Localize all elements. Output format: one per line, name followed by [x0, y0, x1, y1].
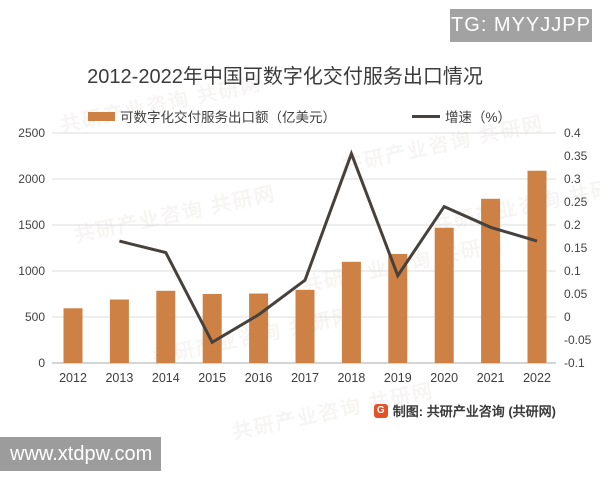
bar-2012 — [63, 308, 83, 363]
right-tick-0.1: 0.1 — [564, 264, 581, 278]
right-tick-0: 0 — [564, 310, 571, 324]
legend-item-growth: 增速（%） — [412, 106, 511, 126]
x-axis-labels: 2012 2013 2014 2015 2016 2017 2018 2019 2020 2021… — [59, 371, 551, 385]
chart-legend: 可数字化交付服务出口额（亿美元） 增速（%） — [0, 106, 600, 126]
right-tick--0.05: -0.05 — [564, 333, 592, 347]
left-axis-ticks: 2500 2000 1500 1000 500 0 — [18, 126, 45, 370]
x-label-2021: 2021 — [477, 371, 505, 385]
x-label-2016: 2016 — [245, 371, 273, 385]
left-tick-1000: 1000 — [18, 264, 45, 278]
legend-item-exports: 可数字化交付服务出口额（亿美元） — [88, 106, 336, 126]
bar-2022 — [527, 170, 547, 363]
bar-2014 — [156, 290, 176, 363]
line-series-swatch — [412, 114, 440, 118]
bar-2013 — [109, 299, 129, 363]
x-label-2017: 2017 — [291, 371, 319, 385]
bar-2020 — [434, 227, 454, 363]
growth-line — [119, 149, 538, 345]
bar-2021 — [481, 198, 501, 363]
left-tick-500: 500 — [25, 310, 45, 324]
right-tick-0.05: 0.05 — [564, 287, 588, 301]
left-tick-0: 0 — [38, 356, 45, 370]
x-label-2022: 2022 — [523, 371, 551, 385]
growth-line-series — [119, 149, 538, 345]
left-tick-2000: 2000 — [18, 172, 45, 186]
x-label-2015: 2015 — [198, 371, 226, 385]
bar-series — [63, 170, 547, 363]
x-label-2013: 2013 — [105, 371, 133, 385]
left-tick-1500: 1500 — [18, 218, 45, 232]
right-tick-0.2: 0.2 — [564, 218, 581, 232]
left-tick-2500: 2500 — [18, 126, 45, 140]
x-label-2019: 2019 — [384, 371, 412, 385]
right-axis-ticks: 0.4 0.35 0.3 0.25 0.2 0.15 0.1 0.05 0 -0.05 -0.1 — [564, 126, 592, 370]
bar-2017 — [295, 289, 315, 363]
right-tick-0.3: 0.3 — [564, 172, 581, 186]
right-tick-0.25: 0.25 — [564, 195, 588, 209]
x-label-2014: 2014 — [152, 371, 180, 385]
footer-credit: G 制图: 共研产业咨询 (共研网) — [373, 401, 556, 420]
x-label-2018: 2018 — [337, 371, 365, 385]
right-tick--0.1: -0.1 — [564, 356, 585, 370]
site-watermark: www.xtdpw.com — [0, 437, 161, 471]
right-tick-0.4: 0.4 — [564, 126, 581, 140]
bar-2016 — [249, 293, 269, 363]
chart-title: 2012-2022年中国可数字化交付服务出口情况 — [87, 66, 483, 88]
gongyan-logo-icon: G — [373, 403, 388, 418]
right-tick-0.35: 0.35 — [564, 149, 588, 163]
bar-2019 — [388, 253, 408, 363]
bar-series-label: 可数字化交付服务出口额（亿美元） — [120, 110, 336, 125]
bar-series-swatch — [88, 111, 115, 121]
bar-2018 — [341, 261, 361, 363]
x-label-2020: 2020 — [430, 371, 458, 385]
bar-2015 — [202, 294, 222, 363]
right-tick-0.15: 0.15 — [564, 241, 588, 255]
x-label-2012: 2012 — [59, 371, 87, 385]
credit-text: 制图: 共研产业咨询 (共研网) — [392, 404, 556, 419]
line-series-label: 增速（%） — [445, 110, 512, 125]
tg-contact-badge: TG: MYYJJPP — [450, 9, 592, 42]
